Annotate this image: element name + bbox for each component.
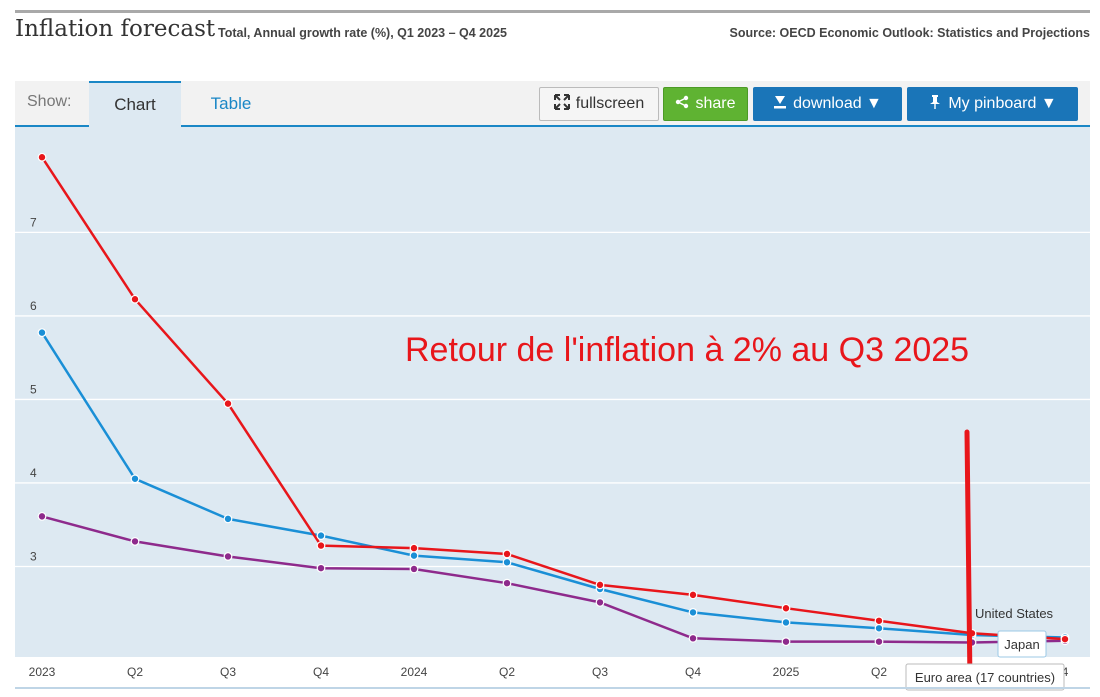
data-point[interactable] [688, 590, 698, 600]
x-tick-label: Q3 [592, 665, 608, 679]
series-line-2 [41, 515, 1066, 644]
download-icon [773, 94, 787, 114]
share-label: share [695, 95, 736, 112]
series-lines [40, 156, 1066, 644]
grid-lines [15, 231, 1090, 568]
data-point[interactable] [874, 637, 884, 647]
data-point[interactable] [130, 294, 140, 304]
y-axis-ticks: 3 4 5 6 7 [30, 215, 37, 563]
bottom-rule [15, 687, 1090, 689]
data-point[interactable] [223, 399, 233, 409]
pinboard-button[interactable]: My pinboard ▼ [907, 87, 1078, 121]
data-point[interactable] [688, 633, 698, 643]
share-button[interactable]: share [663, 87, 748, 121]
data-point[interactable] [316, 563, 326, 573]
data-point[interactable] [37, 152, 47, 162]
data-point[interactable] [781, 618, 791, 627]
page-title: Inflation forecast [15, 16, 216, 42]
data-point[interactable] [781, 603, 791, 613]
fullscreen-label: fullscreen [575, 95, 645, 112]
label-box-japan [997, 630, 1047, 658]
data-point[interactable] [1060, 634, 1070, 644]
data-point[interactable] [409, 551, 419, 561]
data-point[interactable] [409, 564, 419, 574]
label-box-euro-area [905, 663, 1065, 691]
series-line-0 [40, 156, 1066, 641]
share-icon [675, 95, 689, 113]
y-tick-label: 5 [30, 382, 37, 396]
annotation-text: Retour de l'inflation à 2% au Q3 2025 [405, 331, 969, 369]
page-subtitle: Total, Annual growth rate (%), Q1 2023 –… [218, 26, 507, 40]
label-japan: Japan [1004, 637, 1039, 652]
label-united-states: United States [975, 606, 1054, 621]
y-tick-label: 3 [30, 549, 37, 563]
top-rule [15, 10, 1090, 13]
x-tick-label: Q2 [499, 665, 515, 679]
y-tick-label: 7 [30, 215, 37, 229]
toolbar: Show: Chart Table fullscreen share downl… [15, 81, 1090, 127]
pinboard-label: My pinboard ▼ [948, 95, 1057, 112]
series-points [37, 152, 1070, 647]
data-point[interactable] [223, 552, 233, 561]
data-point[interactable] [502, 578, 512, 588]
data-point[interactable] [37, 328, 47, 338]
data-point[interactable] [130, 537, 140, 546]
y-tick-label: 4 [30, 466, 37, 480]
show-label: Show: [27, 93, 72, 110]
x-tick-label: 2023 [29, 665, 56, 679]
download-button[interactable]: download ▼ [753, 87, 902, 121]
x-tick-label: Q2 [871, 665, 887, 679]
data-point[interactable] [502, 557, 512, 567]
pin-icon [928, 94, 942, 114]
data-point[interactable] [130, 474, 140, 484]
data-point[interactable] [595, 597, 605, 607]
series-line-1 [40, 331, 1066, 639]
tab-table[interactable]: Table [210, 94, 252, 113]
x-tick-label: Q4 [685, 665, 701, 679]
data-point[interactable] [781, 637, 791, 647]
data-point[interactable] [316, 531, 326, 540]
label-euro-area: Euro area (17 countries) [915, 670, 1055, 685]
y-tick-label: 6 [30, 299, 37, 313]
x-tick-label: 4 [1062, 665, 1069, 679]
x-tick-label: Q3 [220, 665, 236, 679]
data-point[interactable] [595, 580, 605, 590]
data-point[interactable] [223, 514, 233, 524]
fullscreen-button[interactable]: fullscreen [539, 87, 659, 121]
data-point[interactable] [409, 543, 419, 553]
source-note: Source: OECD Economic Outlook: Statistic… [729, 26, 1090, 40]
data-point[interactable] [502, 549, 512, 559]
series-labels: United States Japan Euro area (17 countrie… [905, 606, 1065, 691]
data-point[interactable] [688, 608, 698, 617]
x-tick-label: Q2 [127, 665, 143, 679]
data-point[interactable] [874, 616, 884, 626]
x-tick-label: 2025 [773, 665, 800, 679]
tab-chart[interactable]: Chart [89, 81, 181, 127]
header: Inflation forecast Total, Annual growth … [15, 16, 1090, 50]
fullscreen-icon [553, 94, 570, 114]
x-tick-label: 2024 [401, 665, 428, 679]
download-label: download ▼ [793, 95, 882, 112]
x-tick-label: Q4 [313, 665, 329, 679]
data-point[interactable] [37, 511, 47, 521]
annotation-marker [964, 429, 973, 686]
data-point[interactable] [874, 623, 884, 633]
data-point[interactable] [316, 541, 326, 550]
x-axis-ticks: 2023 Q2 Q3 Q4 2024 Q2 Q3 Q4 2025 Q2 4 [29, 665, 1069, 679]
